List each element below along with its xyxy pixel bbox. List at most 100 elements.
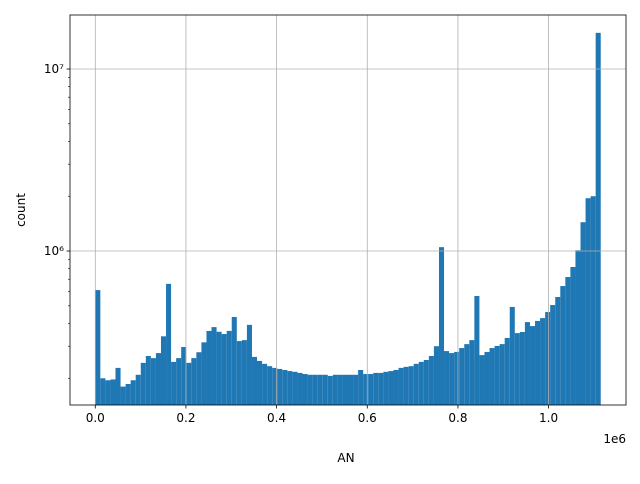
bar [353,374,359,405]
bar [378,372,384,405]
bar [110,379,116,405]
bar [171,361,177,405]
bar [479,355,485,405]
bar [363,374,369,405]
bar [504,337,510,405]
bar [257,360,263,405]
bar [307,374,313,405]
bar [524,322,530,405]
bar [135,374,141,405]
bar [262,363,268,405]
bar [125,383,131,405]
bar [373,372,379,405]
bar [216,331,222,405]
bar [100,378,106,405]
bar [358,370,364,405]
bar [267,366,273,405]
x-tick-label: 0.2 [176,411,195,425]
bar [514,333,520,405]
bar [337,374,343,405]
bar [575,250,581,405]
bar [590,196,596,405]
bar [398,367,404,405]
bar [469,340,475,405]
bar [393,370,399,405]
bar [150,358,156,405]
bar [535,320,541,405]
bar [418,361,424,405]
bar [474,296,480,405]
bar [348,374,354,405]
x-tick-label: 0.6 [358,411,377,425]
x-tick-label: 0.4 [267,411,286,425]
bar [383,371,389,405]
bar [155,353,161,405]
y-axis-label: count [14,193,28,227]
x-tick-label: 1.0 [539,411,558,425]
x-tick-label: 0.0 [86,411,105,425]
bar [545,312,551,405]
bar [570,267,576,405]
bar [529,326,536,405]
bar [251,356,258,405]
bar [246,324,252,405]
bar [368,374,374,405]
bar [166,283,172,405]
bar [206,330,212,405]
bar [226,330,232,405]
bar [519,332,525,405]
bar [115,367,121,405]
bar [444,351,450,405]
bar [201,342,207,405]
bar [181,346,187,405]
bar [428,356,434,405]
bar [499,344,505,405]
bar [312,374,318,405]
bar [140,362,146,405]
bar [388,371,394,405]
bar [332,374,338,405]
bar [272,367,278,405]
y-tick-label: 10⁷ [44,62,64,76]
x-offset-label: 1e6 [603,432,626,446]
bar [449,353,455,405]
bar [95,290,101,405]
bar [454,351,460,405]
bar [105,380,111,405]
bar [196,352,202,405]
bar [509,306,515,405]
bar [211,327,217,405]
bar [560,286,566,405]
bar [595,32,601,406]
x-axis-label: AN [337,451,354,465]
bar [413,363,419,405]
y-tick-label: 10⁶ [44,244,64,258]
bar [277,368,283,405]
bar [282,370,288,405]
bar [550,305,556,405]
bar [494,345,500,405]
bar [403,366,409,405]
bar [241,340,247,405]
bar [221,334,227,405]
bar [160,336,167,405]
bar [236,341,242,405]
bar [287,371,293,405]
bar [186,362,192,405]
bar [120,386,126,405]
bar [302,374,308,405]
bar [540,318,546,405]
bar [297,372,303,405]
bar [580,222,586,405]
bar [433,346,439,405]
plot-frame [69,14,627,406]
bar [585,198,591,405]
bar [423,359,429,405]
bar [327,375,333,405]
bar [322,374,328,405]
bar [317,374,323,405]
bar [489,348,495,405]
bar [342,374,348,405]
bar [484,351,490,405]
